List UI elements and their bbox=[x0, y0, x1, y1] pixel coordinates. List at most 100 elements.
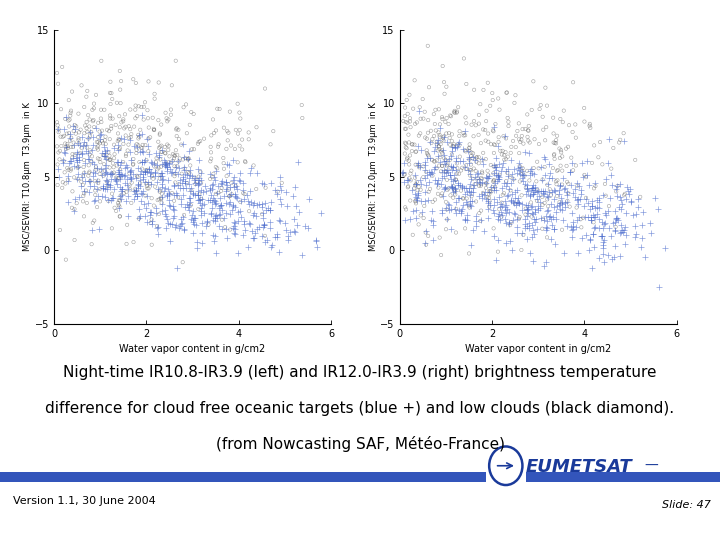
Text: difference for cloud free oceanic targets (blue +) and low clouds (black diamond: difference for cloud free oceanic target… bbox=[45, 401, 675, 416]
Point bbox=[249, 228, 261, 237]
Point bbox=[58, 148, 70, 157]
Point bbox=[449, 106, 460, 115]
Point bbox=[181, 179, 193, 187]
Point bbox=[472, 177, 484, 186]
Point bbox=[207, 193, 218, 202]
Point bbox=[86, 226, 97, 234]
Point bbox=[163, 188, 174, 197]
Point bbox=[194, 199, 205, 207]
Point bbox=[112, 199, 124, 207]
Point bbox=[112, 179, 123, 188]
Point bbox=[539, 170, 551, 179]
Point bbox=[430, 105, 441, 114]
Point bbox=[478, 227, 490, 235]
Point bbox=[161, 140, 173, 149]
Point bbox=[184, 206, 195, 214]
Point bbox=[559, 248, 570, 257]
Point bbox=[454, 127, 465, 136]
Point bbox=[505, 197, 516, 205]
Point bbox=[523, 224, 535, 233]
Point bbox=[520, 125, 531, 133]
Point bbox=[220, 178, 232, 186]
Point bbox=[605, 194, 616, 202]
Point bbox=[548, 202, 559, 211]
Point bbox=[158, 186, 170, 195]
Point bbox=[582, 212, 594, 221]
Point bbox=[151, 224, 163, 233]
Point bbox=[514, 162, 526, 171]
Point bbox=[234, 126, 246, 134]
Point bbox=[171, 264, 183, 272]
Point bbox=[449, 143, 461, 151]
Point bbox=[98, 184, 109, 192]
Point bbox=[644, 219, 655, 227]
Point bbox=[205, 210, 217, 219]
Point bbox=[488, 168, 500, 177]
Point bbox=[216, 215, 228, 224]
Point bbox=[105, 195, 117, 204]
Point bbox=[438, 136, 449, 145]
Point bbox=[510, 200, 521, 209]
Point bbox=[195, 176, 207, 184]
Point bbox=[89, 169, 101, 178]
Point bbox=[536, 176, 548, 184]
Point bbox=[96, 171, 108, 179]
Point bbox=[552, 202, 563, 211]
Point bbox=[620, 194, 631, 203]
Point bbox=[552, 176, 563, 185]
Point bbox=[205, 143, 217, 151]
Point bbox=[411, 178, 423, 186]
Point bbox=[274, 182, 285, 191]
Point bbox=[588, 141, 600, 150]
Point bbox=[179, 224, 190, 233]
Point bbox=[485, 183, 496, 191]
Point bbox=[189, 180, 201, 188]
Point bbox=[148, 126, 160, 134]
Point bbox=[229, 190, 240, 199]
Point bbox=[272, 187, 284, 196]
Point bbox=[214, 201, 225, 210]
Point bbox=[54, 155, 66, 164]
Point bbox=[592, 203, 603, 212]
Point bbox=[230, 192, 242, 201]
Point bbox=[261, 236, 272, 245]
Point bbox=[88, 104, 99, 113]
Point bbox=[581, 231, 593, 240]
Point bbox=[94, 170, 105, 178]
Point bbox=[63, 177, 74, 185]
Point bbox=[484, 190, 495, 199]
Point bbox=[159, 159, 171, 168]
Point bbox=[176, 140, 187, 149]
Point bbox=[62, 198, 73, 206]
Point bbox=[223, 192, 235, 200]
Point bbox=[415, 146, 427, 154]
Point bbox=[232, 99, 243, 108]
Point bbox=[165, 168, 176, 177]
Point bbox=[108, 154, 120, 163]
Point bbox=[160, 212, 171, 220]
Point bbox=[577, 233, 588, 242]
Point bbox=[222, 160, 233, 168]
Point bbox=[92, 179, 104, 187]
Point bbox=[276, 179, 287, 187]
Point bbox=[161, 215, 173, 224]
Point bbox=[84, 146, 96, 154]
Point bbox=[454, 205, 465, 214]
Point bbox=[144, 165, 156, 173]
Point bbox=[194, 194, 206, 203]
Point bbox=[555, 148, 567, 157]
Point bbox=[186, 145, 198, 153]
Point bbox=[122, 185, 134, 193]
Point bbox=[548, 194, 559, 203]
Point bbox=[426, 206, 438, 215]
Point bbox=[148, 174, 159, 183]
Point bbox=[611, 214, 623, 222]
Point bbox=[540, 222, 552, 231]
Point bbox=[137, 187, 148, 195]
Point bbox=[218, 165, 230, 173]
Point bbox=[436, 167, 448, 176]
Point bbox=[443, 206, 454, 214]
Point bbox=[630, 210, 642, 218]
Point bbox=[132, 134, 144, 143]
Point bbox=[482, 204, 494, 213]
